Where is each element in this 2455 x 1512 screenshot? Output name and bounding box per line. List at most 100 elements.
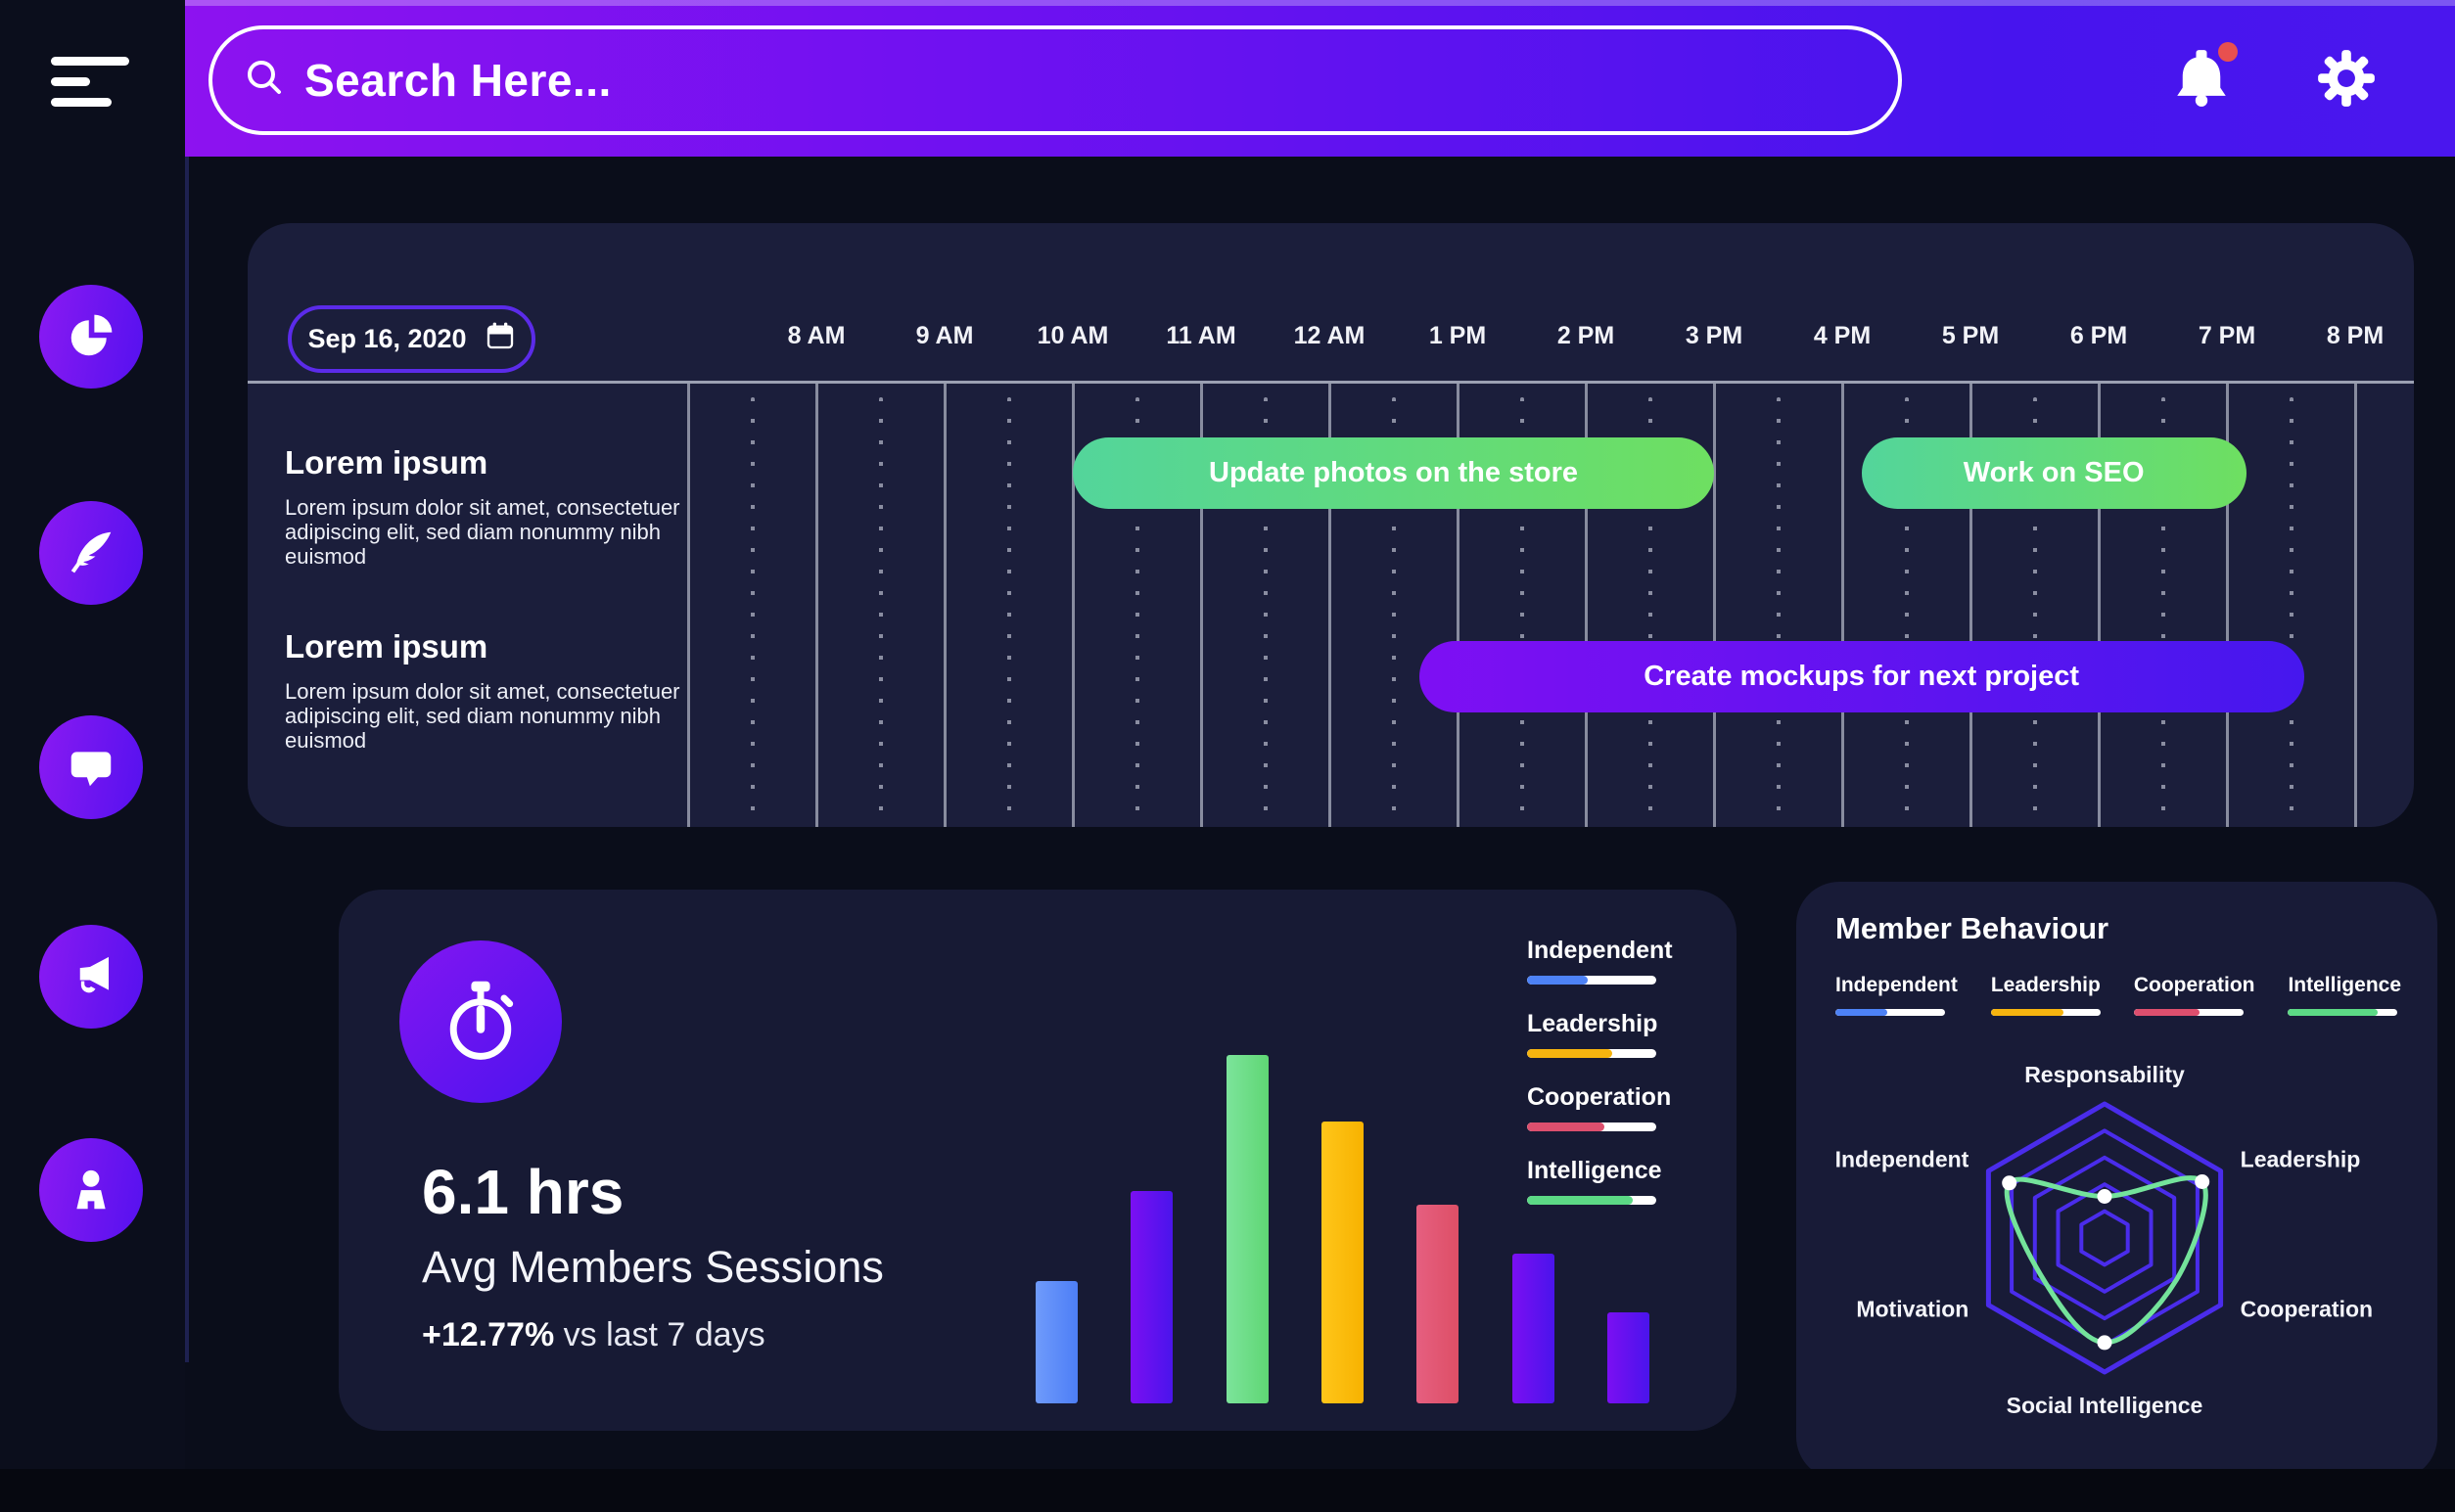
legend-item: Leadership: [1990, 974, 2101, 1016]
svg-text:Social Intelligence: Social Intelligence: [2007, 1393, 2203, 1418]
legend-label: Intelligence: [2288, 974, 2401, 996]
legend-label: Intelligence: [1527, 1157, 1662, 1184]
notifications-button[interactable]: [2169, 42, 2238, 114]
session-bar: [1131, 1191, 1174, 1403]
menu-hamburger-button[interactable]: [51, 57, 139, 117]
chat-icon: [65, 740, 117, 796]
grid-half-hour-dots: [1519, 397, 1524, 827]
legend-label: Independent: [1835, 974, 1958, 996]
calendar-icon: [485, 320, 516, 358]
grid-hour-line: [686, 384, 690, 827]
search-bar[interactable]: [208, 25, 1902, 135]
grid-hour-line: [1712, 384, 1716, 827]
svg-text:Responsability: Responsability: [2024, 1062, 2185, 1087]
grid-half-hour-dots: [1391, 397, 1396, 827]
delta-text: +12.77% vs last 7 days: [422, 1316, 765, 1354]
task-pill[interactable]: Work on SEO: [1861, 437, 2247, 509]
sidebar-item-analytics[interactable]: [39, 285, 143, 389]
date-picker[interactable]: Sep 16, 2020: [288, 305, 535, 373]
grid-hour-line: [1327, 384, 1331, 827]
svg-text:Leadership: Leadership: [2241, 1147, 2361, 1172]
grid-hour-line: [1456, 384, 1459, 827]
hour-label: 12 AM: [1293, 322, 1366, 349]
hour-label: 8 AM: [787, 322, 846, 349]
grid-half-hour-dots: [1647, 397, 1652, 827]
legend-meter: [2288, 1009, 2398, 1016]
bell-icon: [2169, 50, 2234, 114]
legend-meter: [2133, 1009, 2244, 1016]
hour-label: 1 PM: [1428, 322, 1487, 349]
legend-label: Leadership: [1527, 1010, 1658, 1037]
stopwatch-icon: [436, 975, 526, 1070]
notification-badge: [2218, 42, 2238, 62]
session-bar: [1511, 1254, 1554, 1403]
pie-chart-icon: [65, 309, 117, 365]
behaviour-title: Member Behaviour: [1835, 911, 2109, 945]
hour-label: 7 PM: [2198, 322, 2256, 349]
legend-meter: [1835, 1009, 1945, 1016]
legend-label: Cooperation: [2133, 974, 2255, 996]
grid-half-hour-dots: [1904, 397, 1909, 827]
hour-label: 10 AM: [1037, 322, 1109, 349]
delta-suffix: vs last 7 days: [554, 1316, 765, 1353]
sidebar: [0, 0, 185, 1512]
legend-meter: [1527, 1196, 1656, 1205]
row-description: Lorem ipsum dolor sit amet, consectetuer…: [285, 495, 680, 570]
behaviour-legend: Independent Leadership Cooperation Intellig…: [1835, 974, 2401, 1016]
legend-label: Leadership: [1990, 974, 2101, 996]
hour-label: 5 PM: [1941, 322, 2000, 349]
schedule-card: Sep 16, 2020 8 AM 9 AM 10 AM 11 AM 12 AM 1 PM…: [248, 223, 2414, 827]
date-picker-value: Sep 16, 2020: [307, 324, 467, 353]
legend-item: Cooperation: [2133, 974, 2255, 1016]
row-description: Lorem ipsum dolor sit amet, consectetuer…: [285, 679, 680, 754]
grid-hour-line: [1199, 384, 1203, 827]
grid-hour-line: [2353, 384, 2357, 827]
svg-text:Cooperation: Cooperation: [2241, 1297, 2373, 1322]
grid-half-hour-dots: [1135, 397, 1139, 827]
session-bar: [1226, 1055, 1269, 1403]
search-icon: [242, 55, 289, 107]
session-bar: [1036, 1281, 1078, 1403]
gear-icon: [2314, 50, 2379, 114]
legend-item: Independent: [1835, 974, 1958, 1016]
megaphone-icon: [65, 949, 117, 1005]
grid-half-hour-dots: [1776, 397, 1781, 827]
behaviour-radar-chart: Responsability Leadership Cooperation Socia…: [1796, 1019, 2437, 1481]
sidebar-item-compose[interactable]: [39, 501, 143, 605]
stopwatch-badge: [399, 940, 562, 1103]
schedule-row-label: Lorem ipsum Lorem ipsum dolor sit amet, …: [285, 628, 706, 753]
hour-label: 6 PM: [2069, 322, 2128, 349]
sidebar-item-announcements[interactable]: [39, 925, 143, 1029]
hour-label: 11 AM: [1166, 322, 1236, 349]
grid-hour-line: [943, 384, 947, 827]
legend-item: Intelligence: [1527, 1157, 1673, 1205]
task-pill[interactable]: Update photos on the store: [1073, 437, 1714, 509]
hour-label: 2 PM: [1556, 322, 1615, 349]
avg-session-label: Avg Members Sessions: [422, 1242, 884, 1292]
hour-label: 4 PM: [1813, 322, 1872, 349]
legend-meter: [1990, 1009, 2101, 1016]
schedule-row-label: Lorem ipsum Lorem ipsum dolor sit amet, …: [285, 444, 706, 569]
legend-label: Cooperation: [1527, 1083, 1672, 1111]
legend-item: Intelligence: [2288, 974, 2401, 1016]
grid-half-hour-dots: [2160, 397, 2165, 827]
sessions-legend: Independent Leadership Cooperation Intellig…: [1527, 937, 1673, 1205]
time-axis-line: [248, 381, 2414, 384]
avg-session-value: 6.1 hrs: [422, 1157, 625, 1227]
sidebar-item-profile[interactable]: [39, 1138, 143, 1242]
sessions-bar-chart: [1036, 1053, 1649, 1403]
delta-value: +12.77%: [422, 1316, 555, 1353]
grid-half-hour-dots: [2289, 397, 2293, 827]
grid-hour-line: [2225, 384, 2229, 827]
grid-hour-line: [2097, 384, 2101, 827]
bottom-edge: [0, 1469, 2455, 1512]
grid-half-hour-dots: [750, 397, 755, 827]
settings-button[interactable]: [2314, 46, 2379, 111]
grid-half-hour-dots: [878, 397, 883, 827]
search-input[interactable]: [304, 54, 1869, 107]
topbar: [185, 0, 2455, 157]
legend-meter: [1527, 1123, 1656, 1131]
sidebar-item-messages[interactable]: [39, 715, 143, 819]
legend-meter: [1527, 976, 1656, 985]
task-pill[interactable]: Create mockups for next project: [1418, 641, 2304, 712]
